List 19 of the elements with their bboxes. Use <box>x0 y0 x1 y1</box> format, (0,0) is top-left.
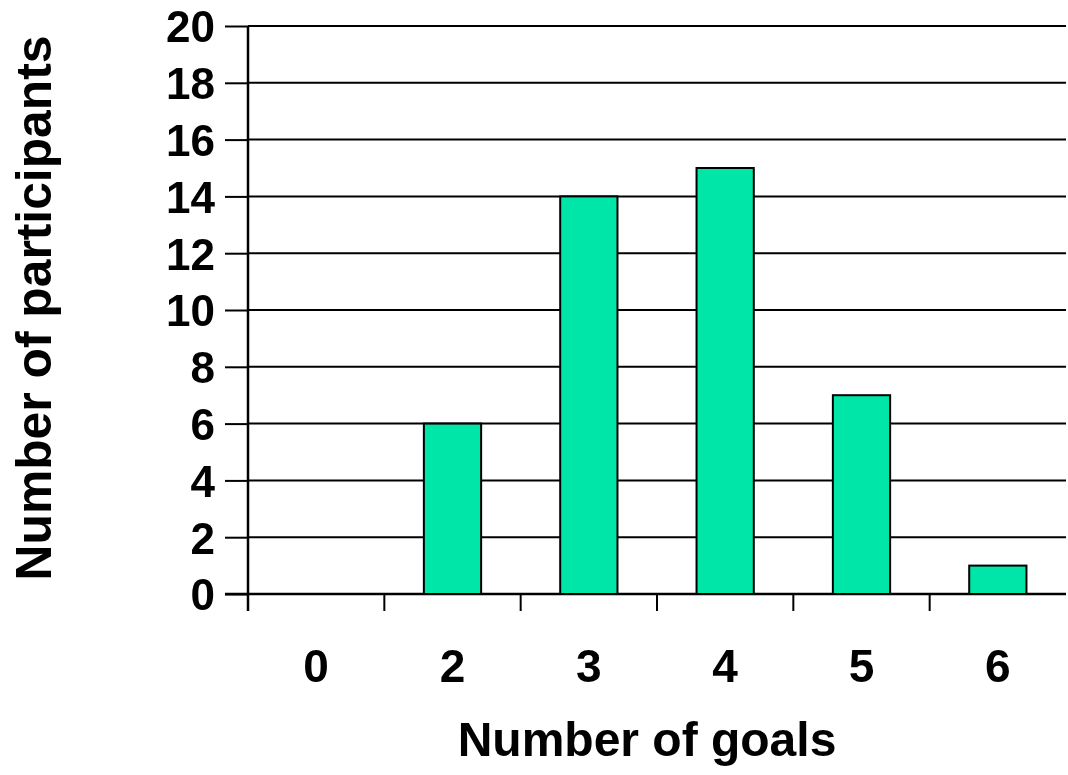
y-tick-label: 10 <box>166 286 215 336</box>
y-tick-label: 6 <box>190 399 215 449</box>
y-tick-label: 2 <box>190 513 215 563</box>
y-tick-label: 0 <box>190 570 215 620</box>
y-tick-label: 8 <box>190 343 215 393</box>
y-axis-title: Number of participants <box>5 35 63 581</box>
x-tick-label: 3 <box>576 639 602 692</box>
x-tick-label: 2 <box>439 639 466 692</box>
x-axis-title: Number of goals <box>457 713 837 766</box>
y-tick-label: 12 <box>166 229 215 279</box>
y-tick-label: 18 <box>166 59 215 109</box>
y-tick-label: 20 <box>166 2 215 52</box>
x-tick-label: 6 <box>985 639 1011 692</box>
y-tick-label: 16 <box>166 115 215 165</box>
x-tick-label: 5 <box>848 639 875 692</box>
x-tick-label: 0 <box>303 639 329 692</box>
y-tick-label: 4 <box>190 456 216 506</box>
y-tick-label: 14 <box>166 172 216 222</box>
x-tick-label: 4 <box>712 639 739 692</box>
